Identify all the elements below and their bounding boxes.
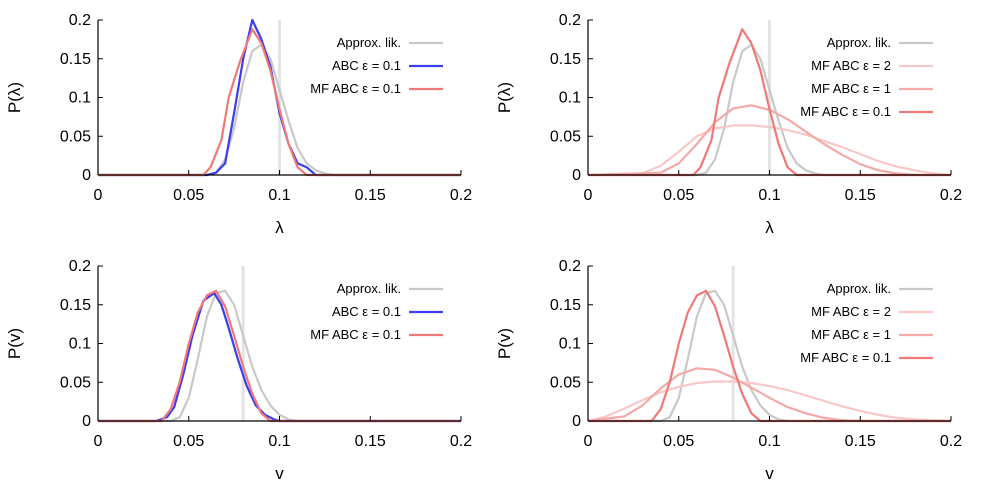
legend: Approx. lik. MF ABC ε = 2 MF ABC ε = 1 MF A… xyxy=(800,281,933,365)
y-tick-label: 0.15 xyxy=(60,51,91,68)
legend-label: ABC ε = 0.1 xyxy=(332,304,401,319)
legend-label: MF ABC ε = 0.1 xyxy=(800,104,891,119)
y-tick-label: 0.2 xyxy=(69,12,91,29)
x-tick-label: 0.2 xyxy=(450,433,472,450)
x-axis-label: v xyxy=(275,464,284,483)
y-tick-label: 0.05 xyxy=(60,374,91,391)
chart-panel-1: 0 0.05 0.1 0.15 0.2 0 0.05 0.1 0.15 0.2 λ P(λ) Appro… xyxy=(5,12,472,237)
x-tick-label: 0.15 xyxy=(845,187,876,204)
x-tick-label: 0.1 xyxy=(268,187,290,204)
y-tick-label: 0 xyxy=(572,413,581,430)
chart-panel-3: 0 0.05 0.1 0.15 0.2 0 0.05 0.1 0.15 0.2 v P(v) Appro… xyxy=(5,258,472,483)
x-axis-label: λ xyxy=(765,218,774,237)
x-tick-label: 0.05 xyxy=(173,433,204,450)
legend-label: MF ABC ε = 1 xyxy=(811,327,891,342)
series-line-4 xyxy=(588,289,951,423)
y-tick-label: 0.1 xyxy=(69,90,91,107)
x-tick-label: 0.05 xyxy=(663,433,694,450)
x-tick-label: 0 xyxy=(94,433,103,450)
x-tick-label: 0 xyxy=(94,187,103,204)
legend-label: Approx. lik. xyxy=(827,35,891,50)
x-tick-label: 0.15 xyxy=(845,433,876,450)
series-line-2 xyxy=(587,124,952,177)
legend-label: Approx. lik. xyxy=(337,281,401,296)
series-line-2 xyxy=(587,380,952,423)
x-tick-label: 0.05 xyxy=(173,187,204,204)
y-tick-label: 0.1 xyxy=(69,336,91,353)
y-tick-label: 0.05 xyxy=(550,128,581,145)
x-tick-label: 0.15 xyxy=(355,433,386,450)
legend: Approx. lik. MF ABC ε = 2 MF ABC ε = 1 MF A… xyxy=(800,35,933,119)
x-tick-label: 0.2 xyxy=(940,187,962,204)
x-axis-label: λ xyxy=(275,218,284,237)
y-axis-label: P(v) xyxy=(5,328,24,359)
legend-label: Approx. lik. xyxy=(827,281,891,296)
legend-label: MF ABC ε = 1 xyxy=(811,81,891,96)
chart-panel-4: 0 0.05 0.1 0.15 0.2 0 0.05 0.1 0.15 0.2 v P(v) Appro… xyxy=(495,258,962,483)
series-line-3 xyxy=(587,367,951,423)
series-line-3 xyxy=(587,104,951,177)
x-tick-label: 0.1 xyxy=(758,433,780,450)
x-tick-label: 0.15 xyxy=(355,187,386,204)
y-tick-label: 0 xyxy=(82,413,91,430)
series-line-1 xyxy=(588,289,951,423)
x-tick-label: 0 xyxy=(584,433,593,450)
x-tick-label: 0.2 xyxy=(940,433,962,450)
x-tick-label: 0.1 xyxy=(268,433,290,450)
y-tick-label: 0.1 xyxy=(559,90,581,107)
legend-label: MF ABC ε = 2 xyxy=(811,58,891,73)
series-line-3 xyxy=(98,289,461,423)
series-line-3 xyxy=(98,28,461,177)
y-tick-label: 0 xyxy=(82,167,91,184)
legend-label: ABC ε = 0.1 xyxy=(332,58,401,73)
y-tick-label: 0.1 xyxy=(559,336,581,353)
legend: Approx. lik. ABC ε = 0.1 MF ABC ε = 0.1 xyxy=(310,281,443,342)
y-tick-label: 0 xyxy=(572,167,581,184)
legend-label: MF ABC ε = 0.1 xyxy=(800,350,891,365)
series-line-2 xyxy=(98,292,461,423)
y-axis-label: P(λ) xyxy=(495,82,514,113)
x-tick-label: 0.05 xyxy=(663,187,694,204)
y-tick-label: 0.15 xyxy=(550,297,581,314)
x-tick-label: 0.2 xyxy=(450,187,472,204)
y-axis-label: P(λ) xyxy=(5,82,24,113)
y-tick-label: 0.05 xyxy=(60,128,91,145)
legend: Approx. lik. ABC ε = 0.1 MF ABC ε = 0.1 xyxy=(310,35,443,96)
y-tick-label: 0.2 xyxy=(559,258,581,275)
chart-panel-2: 0 0.05 0.1 0.15 0.2 0 0.05 0.1 0.15 0.2 λ P(λ) Appro… xyxy=(495,12,962,237)
legend-label: Approx. lik. xyxy=(337,35,401,50)
x-axis-label: v xyxy=(765,464,774,483)
y-axis-label: P(v) xyxy=(495,328,514,359)
y-tick-label: 0.2 xyxy=(69,258,91,275)
x-tick-label: 0 xyxy=(584,187,593,204)
legend-label: MF ABC ε = 0.1 xyxy=(310,81,401,96)
series-line-4 xyxy=(588,28,951,177)
y-tick-label: 0.05 xyxy=(550,374,581,391)
y-tick-label: 0.2 xyxy=(559,12,581,29)
series-line-1 xyxy=(98,43,461,177)
series-line-2 xyxy=(98,18,461,177)
series-line-1 xyxy=(588,43,951,177)
legend-label: MF ABC ε = 2 xyxy=(811,304,891,319)
x-tick-label: 0.1 xyxy=(758,187,780,204)
y-tick-label: 0.15 xyxy=(550,51,581,68)
y-tick-label: 0.15 xyxy=(60,297,91,314)
legend-label: MF ABC ε = 0.1 xyxy=(310,327,401,342)
series-line-1 xyxy=(98,289,461,423)
